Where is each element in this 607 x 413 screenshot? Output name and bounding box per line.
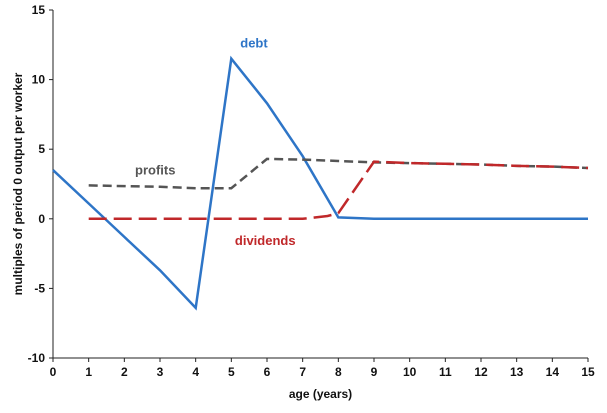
x-tick-label: 13 <box>510 365 524 379</box>
series-line-debt <box>52 55 588 311</box>
y-tick-label: 0 <box>38 212 45 226</box>
series-line-dividends <box>88 160 589 221</box>
series-label-debt: debt <box>240 36 268 51</box>
x-tick-label: 5 <box>228 365 235 379</box>
series <box>52 55 589 311</box>
x-tick-label: 7 <box>299 365 306 379</box>
series-label-dividends: dividends <box>235 233 296 248</box>
x-tick-label: 14 <box>546 365 560 379</box>
x-tick-label: 12 <box>474 365 488 379</box>
x-tick-label: 10 <box>403 365 417 379</box>
x-tick-label: 6 <box>264 365 271 379</box>
x-tick-label: 2 <box>121 365 128 379</box>
series-label-profits: profits <box>135 162 175 177</box>
series-line-profits <box>88 157 589 190</box>
x-tick-label: 11 <box>439 365 452 379</box>
y-tick-label: 15 <box>32 3 46 17</box>
x-tick-label: 4 <box>192 365 199 379</box>
x-tick-label: 9 <box>371 365 378 379</box>
y-tick-label: -10 <box>28 351 46 365</box>
labels: age (years) multiples of period 0 output … <box>11 36 352 401</box>
x-tick-label: 3 <box>157 365 164 379</box>
x-tick-label: 1 <box>85 365 92 379</box>
x-tick-label: 8 <box>335 365 342 379</box>
x-tick-label: 15 <box>581 365 595 379</box>
y-axis-title: multiples of period 0 output per worker <box>11 72 25 295</box>
x-axis-title: age (years) <box>289 387 352 401</box>
y-tick-label: 10 <box>32 73 46 87</box>
y-tick-label: 5 <box>38 142 45 156</box>
x-tick-label: 0 <box>50 365 57 379</box>
y-tick-label: -5 <box>34 281 45 295</box>
